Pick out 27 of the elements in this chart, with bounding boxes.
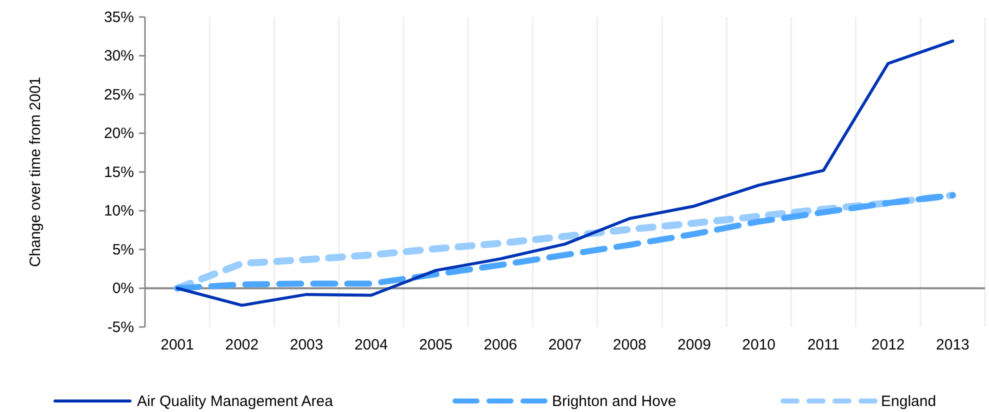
y-tick-label: 20% bbox=[104, 125, 134, 142]
y-tick-label: 35% bbox=[104, 8, 134, 26]
x-tick-label: 2003 bbox=[290, 336, 324, 354]
line-series bbox=[176, 40, 954, 307]
legend-label: Brighton and Hove bbox=[552, 393, 676, 410]
legend-label: England bbox=[881, 393, 936, 410]
x-tick-label: 2012 bbox=[871, 336, 905, 354]
y-tick-label: 25% bbox=[104, 86, 134, 104]
x-tick-label: 2001 bbox=[160, 336, 194, 354]
y-tick-label: 0% bbox=[112, 280, 134, 298]
x-tick-label: 2010 bbox=[742, 336, 776, 354]
x-tick-label: 2005 bbox=[419, 336, 452, 354]
x-tick-label: 2011 bbox=[807, 336, 840, 354]
x-tick-label: 2007 bbox=[548, 336, 582, 354]
x-tick-label: 2013 bbox=[936, 336, 970, 354]
x-tick-label: 2006 bbox=[484, 336, 518, 354]
x-tick-label: 2009 bbox=[678, 336, 711, 354]
x-tick-label: 2008 bbox=[612, 336, 646, 354]
y-tick-label: 5% bbox=[112, 241, 134, 258]
y-tick-label: -5% bbox=[107, 318, 134, 336]
y-tick-label: 30% bbox=[104, 48, 134, 65]
x-tick-label: 2004 bbox=[354, 336, 388, 354]
y-tick-label: 10% bbox=[104, 202, 134, 220]
y-tick-label: 15% bbox=[104, 164, 134, 181]
legend-label: Air Quality Management Area bbox=[137, 393, 334, 410]
x-tick-label: 2002 bbox=[225, 336, 259, 354]
y-axis-title: Change over time from 2001 bbox=[27, 76, 44, 268]
